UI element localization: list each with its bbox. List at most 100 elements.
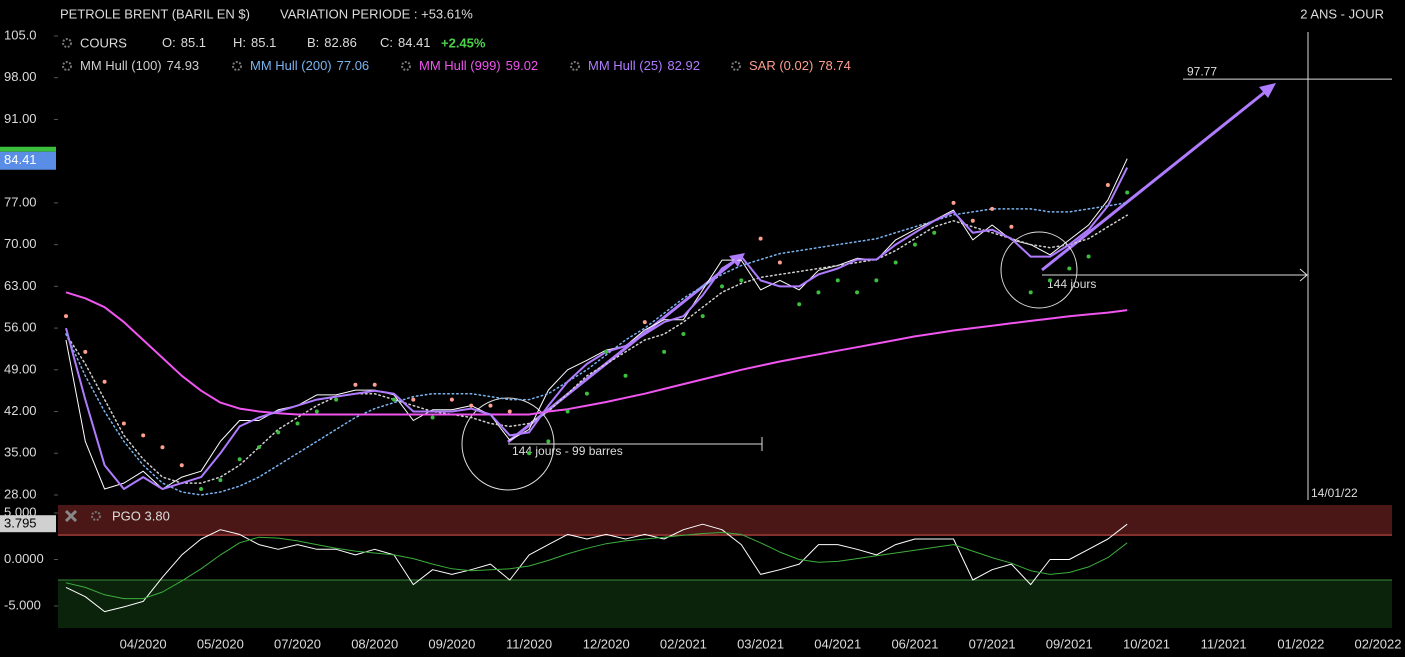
- sar-dot: [893, 260, 898, 265]
- ohlc-value: 85.1: [181, 35, 206, 50]
- ohlc-value: 85.1: [251, 35, 276, 50]
- x-tick-label: 03/2021: [737, 636, 784, 651]
- sar-dot: [874, 278, 879, 283]
- cycle-line: [1299, 268, 1308, 282]
- sar-dot: [584, 391, 589, 396]
- arrow-head: [1259, 83, 1276, 98]
- sar-dot: [160, 445, 165, 450]
- sar-dot: [623, 373, 628, 378]
- ohlc-item: H: 85.1: [233, 35, 276, 50]
- sar-dot: [681, 332, 686, 337]
- x-tick-label: 01/2022: [1277, 636, 1324, 651]
- sar-dot: [797, 302, 802, 307]
- sar-dot: [507, 409, 512, 414]
- settings-icon[interactable]: [401, 61, 411, 71]
- legend-name: MM Hull (200): [250, 58, 332, 73]
- legend-value: 74.93: [167, 58, 200, 73]
- sar-dot: [411, 397, 416, 402]
- y-tick-label: 56.00: [4, 320, 37, 335]
- sar-dot: [276, 430, 281, 435]
- trend-arrow: [1041, 86, 1271, 272]
- x-tick-label: 02/2021: [660, 636, 707, 651]
- settings-icon[interactable]: [62, 38, 72, 48]
- sar-dot: [218, 478, 223, 483]
- series-line: [65, 201, 1128, 496]
- sar-dot: [1028, 290, 1033, 295]
- sar-dot: [700, 314, 705, 319]
- x-tick-label: 11/2020: [506, 636, 552, 651]
- sar-dot: [604, 349, 609, 354]
- x-tick-label: 05/2020: [197, 636, 244, 651]
- legend: MM Hull (100) 74.93 MM Hull (200) 77.06 MM H…: [62, 58, 851, 73]
- sar-dot: [951, 200, 956, 205]
- sar-dot: [546, 439, 551, 444]
- sar-dot: [990, 206, 995, 211]
- change: +2.45%: [441, 35, 486, 50]
- chart-title: PETROLE BRENT (BARIL EN $): [60, 6, 250, 21]
- pgo-lower-band: [58, 580, 1392, 628]
- sar-dot: [1009, 224, 1014, 229]
- sar-dot: [1048, 278, 1052, 283]
- sar-dot: [392, 397, 396, 402]
- sar-dot: [855, 290, 860, 295]
- series-line: [65, 523, 1128, 613]
- ohlc-item: O: 85.1: [162, 35, 206, 50]
- sar-dot: [932, 230, 937, 235]
- sar-dot: [720, 284, 724, 289]
- pgo-close[interactable]: [64, 509, 78, 523]
- legend-value: 77.06: [337, 58, 370, 73]
- y-tick-label: 63.00: [4, 278, 37, 293]
- series-line: [65, 214, 1128, 484]
- ohlc-label: C:: [380, 35, 393, 50]
- sar-dot: [64, 314, 68, 319]
- y-tick-label: 91.00: [4, 111, 37, 126]
- sar-dot: [642, 320, 647, 325]
- sar-dot: [912, 242, 917, 247]
- legend-name: MM Hull (25): [588, 58, 662, 73]
- settings-icon[interactable]: [232, 61, 242, 71]
- y-tick-label: 42.00: [4, 403, 37, 418]
- settings-icon[interactable]: [91, 511, 101, 521]
- settings-icon[interactable]: [731, 61, 741, 71]
- x-tick-label: 06/2021: [891, 636, 938, 651]
- sar-dot: [758, 236, 763, 241]
- legend-entry: MM Hull (200) 77.06: [250, 58, 369, 73]
- sar-dot: [662, 349, 667, 354]
- sar-dot: [777, 260, 782, 265]
- y-tick-label: 28.00: [4, 486, 37, 501]
- sar-dot: [449, 397, 454, 402]
- ohlc-label: B:: [307, 35, 319, 50]
- y-tick-label: 49.00: [4, 361, 37, 376]
- y-tick-label: 77.00: [4, 194, 37, 209]
- period-button[interactable]: 2 ANS - JOUR: [1300, 6, 1384, 21]
- pgo-tag: [0, 515, 56, 533]
- sar-dot: [970, 218, 975, 223]
- legend-name: MM Hull (100): [80, 58, 162, 73]
- price-tag: [0, 151, 56, 170]
- y-tick-label: 0.0000: [4, 551, 44, 566]
- sar-dot: [83, 349, 88, 354]
- sar-dot: [199, 487, 204, 492]
- pgo-tag-label: 3.795: [4, 516, 37, 531]
- legend-entry: SAR (0.02) 78.74: [749, 58, 851, 73]
- series-line: [65, 158, 1128, 490]
- pgo-upper-band: [58, 505, 1392, 536]
- sar-dot: [816, 290, 821, 295]
- y-tick-label: 98.00: [4, 69, 37, 84]
- x-tick-label: 10/2021: [1123, 636, 1170, 651]
- x-tick-label: 02/2022: [1355, 636, 1402, 651]
- x-tick-label: 07/2020: [274, 636, 321, 651]
- legend-entry: MM Hull (25) 82.92: [588, 58, 700, 73]
- legend-value: 78.74: [818, 58, 851, 73]
- settings-icon[interactable]: [570, 61, 580, 71]
- legend-name: SAR (0.02): [749, 58, 813, 73]
- settings-icon[interactable]: [62, 61, 72, 71]
- x-tick-label: 09/2021: [1046, 636, 1093, 651]
- x-tick-label: 12/2020: [583, 636, 630, 651]
- sar-dot: [237, 457, 242, 462]
- sar-dot: [469, 403, 474, 408]
- legend-name: MM Hull (999): [419, 58, 501, 73]
